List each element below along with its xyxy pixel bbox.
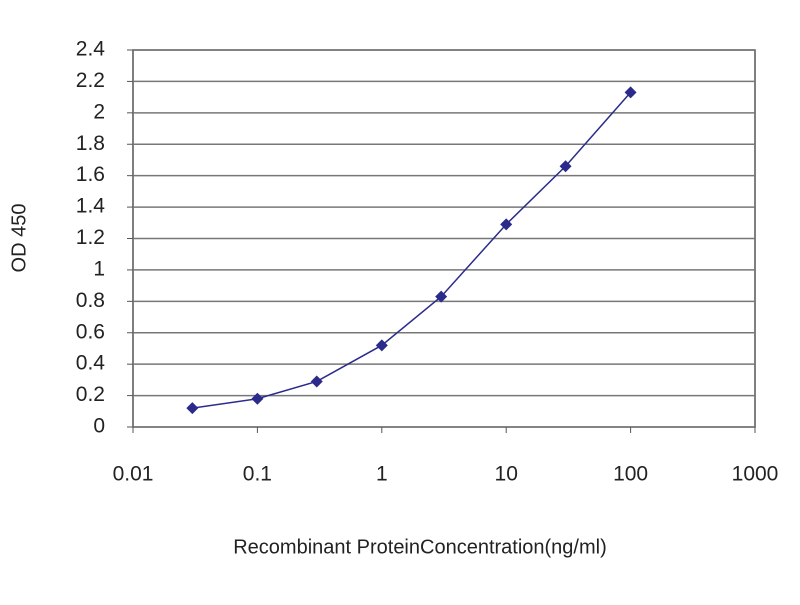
y-tick-label: 0 (93, 415, 105, 438)
y-tick-label: 2.2 (76, 69, 105, 92)
marker (375, 339, 388, 352)
x-tick-label: 10 (495, 463, 518, 486)
y-tick-label: 0.4 (76, 352, 106, 375)
x-tick-label: 0.01 (113, 463, 154, 486)
y-tick-label: 0.2 (76, 383, 105, 406)
marker (310, 375, 323, 388)
series-line (192, 91, 632, 409)
y-tick-label: 2.4 (76, 38, 106, 61)
y-tick-label: 1.4 (76, 195, 106, 218)
marker (624, 86, 637, 99)
x-tick-label: 1000 (732, 463, 779, 486)
y-axis-title: OD 450 (8, 204, 30, 273)
x-tick-label: 0.1 (243, 463, 272, 486)
y-tick-label: 0.6 (76, 320, 105, 343)
y-tick-label: 1.6 (76, 163, 105, 186)
marker (251, 392, 264, 405)
x-tick-label: 100 (613, 463, 648, 486)
y-tick-label: 1.2 (76, 226, 105, 249)
marker (435, 290, 448, 303)
y-tick-label: 1.8 (76, 132, 105, 155)
marker (186, 402, 199, 415)
x-axis-title: Recombinant ProteinConcentration(ng/ml) (233, 536, 607, 558)
y-tick-label: 2 (93, 100, 105, 123)
marker (500, 218, 513, 231)
marker (559, 160, 572, 173)
y-tick-label: 0.8 (76, 289, 105, 312)
y-tick-label: 1 (93, 257, 105, 280)
x-tick-label: 1 (376, 463, 388, 486)
